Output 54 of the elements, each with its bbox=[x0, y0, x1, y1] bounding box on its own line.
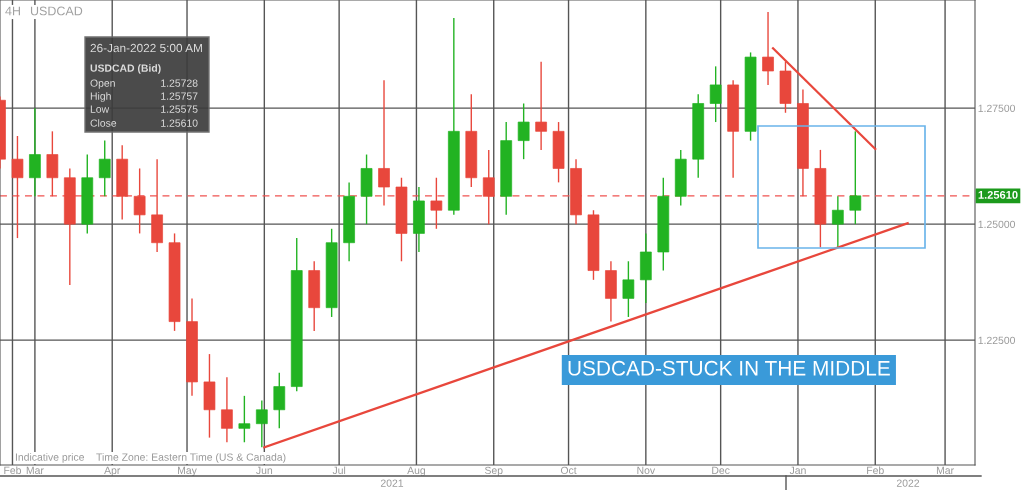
x-tick-label: Mar bbox=[26, 466, 44, 475]
x-tick-label: Jun bbox=[256, 466, 273, 475]
candlestick bbox=[46, 130, 59, 197]
text: 2022 bbox=[896, 479, 920, 487]
x-tick-label: Dec bbox=[712, 466, 730, 475]
y-tick-label: 1.22500 bbox=[978, 336, 1016, 345]
annotation: Low bbox=[90, 105, 110, 113]
candlestick bbox=[517, 102, 530, 160]
candlestick bbox=[378, 79, 390, 207]
x-tick-label: Oct bbox=[560, 466, 577, 475]
candlestick bbox=[430, 177, 443, 230]
x-tick-label: Feb bbox=[4, 466, 22, 475]
x-tick-label: Nov bbox=[637, 466, 656, 475]
x-tick-label: Apr bbox=[104, 466, 121, 477]
annotation: 26-Jan-2022 5:00 AM bbox=[90, 43, 202, 53]
annotation: Indicative price bbox=[15, 453, 85, 463]
candlestick bbox=[273, 371, 286, 430]
ref-line-label: 1.25610 bbox=[978, 190, 1018, 199]
candlestick bbox=[98, 139, 111, 197]
candlestick bbox=[622, 260, 635, 318]
candlestick bbox=[255, 399, 268, 449]
annotation: Open bbox=[90, 79, 115, 89]
annotation: USDCAD (Bid) bbox=[90, 64, 161, 74]
text: 2021 bbox=[380, 479, 404, 487]
candlestick bbox=[482, 149, 495, 225]
annotation: 1.25610 bbox=[161, 119, 198, 127]
annotation: 1.25575 bbox=[161, 105, 198, 113]
candlestick bbox=[832, 195, 844, 249]
x-tick-label: Aug bbox=[407, 466, 426, 477]
annotation: USDCAD-STUCK IN THE MIDDLE bbox=[568, 360, 890, 376]
annotation: USDCAD bbox=[30, 6, 83, 16]
x-tick-label: Feb bbox=[867, 466, 884, 475]
candlestick bbox=[11, 135, 24, 239]
x-tick-label: Sep bbox=[484, 466, 503, 477]
candlestick bbox=[709, 65, 722, 123]
y-tick-label: 1.27500 bbox=[978, 104, 1016, 113]
candlestick bbox=[221, 376, 233, 443]
candlestick bbox=[849, 130, 862, 225]
y-tick-label: 1.25000 bbox=[978, 220, 1016, 229]
candlestick bbox=[133, 167, 146, 235]
annotation: High bbox=[90, 92, 111, 102]
annotation: 4H bbox=[5, 6, 20, 16]
x-tick-label: Mar bbox=[936, 466, 954, 475]
candlestick bbox=[535, 61, 547, 151]
x-tick-label: Jan bbox=[789, 466, 806, 475]
annotation: 1.25757 bbox=[161, 92, 198, 100]
candlestick bbox=[238, 395, 251, 443]
candlestick bbox=[29, 107, 41, 197]
annotation: Time Zone: Eastern Time (US & Canada) bbox=[96, 453, 286, 463]
candlestick bbox=[762, 11, 774, 86]
annotation: Close bbox=[90, 119, 117, 127]
annotation: 1.25728 bbox=[161, 79, 198, 87]
x-tick-label: Jul bbox=[332, 466, 346, 475]
x-tick-label: May bbox=[178, 466, 197, 477]
